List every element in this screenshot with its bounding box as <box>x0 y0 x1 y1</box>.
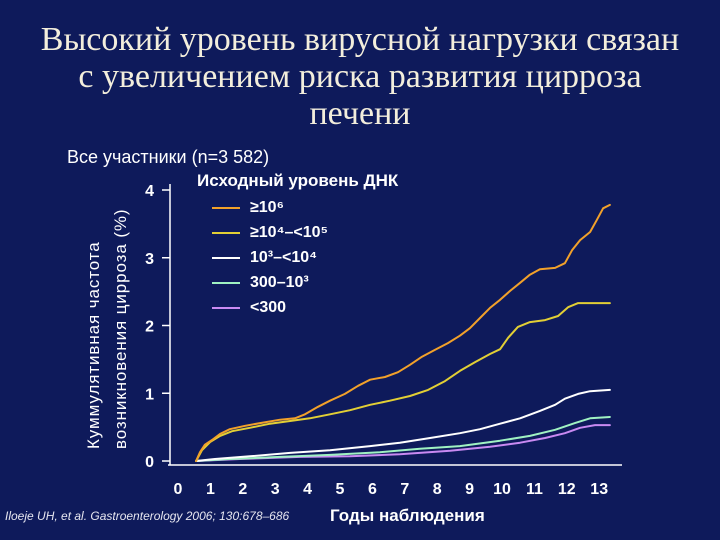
legend-swatch-3 <box>212 256 240 259</box>
slide-title-line-2: с увеличением риска развития цирроза <box>78 58 642 95</box>
citation: Iloeje UH, et al. Gastroenterology 2006;… <box>5 509 290 523</box>
x-tick-label: 0 <box>174 481 183 498</box>
slide-title-line-1: Высокий уровень вирусной нагрузки связан <box>40 21 680 58</box>
y-tick-label: 0 <box>145 454 154 471</box>
legend-item-3: 10³–<10⁴ <box>212 245 328 270</box>
chart-subtitle: Все участники (n=3 582) <box>67 147 270 167</box>
legend-swatch-2 <box>212 231 240 234</box>
y-axis-label-line-2: возникновения цирроза (%) <box>111 208 130 450</box>
legend-label-2: ≥10⁴–<10⁵ <box>250 223 329 241</box>
x-tick-label: 12 <box>558 481 576 498</box>
y-tick-label: 3 <box>145 251 154 268</box>
series-line-4 <box>195 416 611 462</box>
x-tick-label: 1 <box>206 481 215 498</box>
series-line-3 <box>195 388 611 462</box>
legend-item-2: ≥10⁴–<10⁵ <box>212 220 328 245</box>
y-tick-label: 4 <box>145 183 154 200</box>
series-line-2 <box>195 302 611 462</box>
x-ticks: 0 1 2 3 4 5 6 7 8 9 10 11 12 13 <box>174 481 609 498</box>
legend-title: Исходный уровень ДНК <box>197 171 399 190</box>
legend-label-5: <300 <box>250 298 287 316</box>
legend: ≥10⁶ ≥10⁴–<10⁵ 10³–<10⁴ 300–10³ <300 <box>212 195 328 320</box>
x-tick-label: 13 <box>590 481 608 498</box>
x-tick-label: 6 <box>368 481 377 498</box>
x-axis-label: Годы наблюдения <box>330 506 485 525</box>
y-tick-label: 1 <box>145 386 154 403</box>
x-tick-label: 7 <box>400 481 409 498</box>
legend-swatch-5 <box>212 306 240 309</box>
slide-title-line-3: печени <box>309 95 411 132</box>
x-tick-label: 5 <box>336 481 345 498</box>
x-tick-label: 8 <box>433 481 442 498</box>
curves <box>195 203 611 462</box>
y-tick-label: 2 <box>145 319 154 336</box>
y-axis-label: Куммулятивная частота возникновения цирр… <box>80 185 134 450</box>
x-tick-label: 4 <box>303 481 312 498</box>
legend-label-4: 300–10³ <box>250 273 309 291</box>
series-line-1 <box>195 203 611 462</box>
legend-swatch-1 <box>212 206 240 209</box>
y-axis-label-line-1: Куммулятивная частота <box>84 241 103 449</box>
legend-item-5: <300 <box>212 295 328 320</box>
slide-title: Высокий уровень вирусной нагрузки связан… <box>0 21 720 132</box>
legend-swatch-4 <box>212 281 240 284</box>
x-tick-label: 9 <box>465 481 474 498</box>
x-tick-label: 10 <box>493 481 511 498</box>
legend-item-1: ≥10⁶ <box>212 195 328 220</box>
x-tick-label: 11 <box>526 481 543 498</box>
x-tick-label: 2 <box>238 481 247 498</box>
legend-label-1: ≥10⁶ <box>250 198 284 216</box>
legend-item-4: 300–10³ <box>212 270 328 295</box>
legend-label-3: 10³–<10⁴ <box>250 248 318 266</box>
y-ticks: 0 1 2 3 4 <box>145 183 170 471</box>
x-tick-label: 3 <box>271 481 280 498</box>
